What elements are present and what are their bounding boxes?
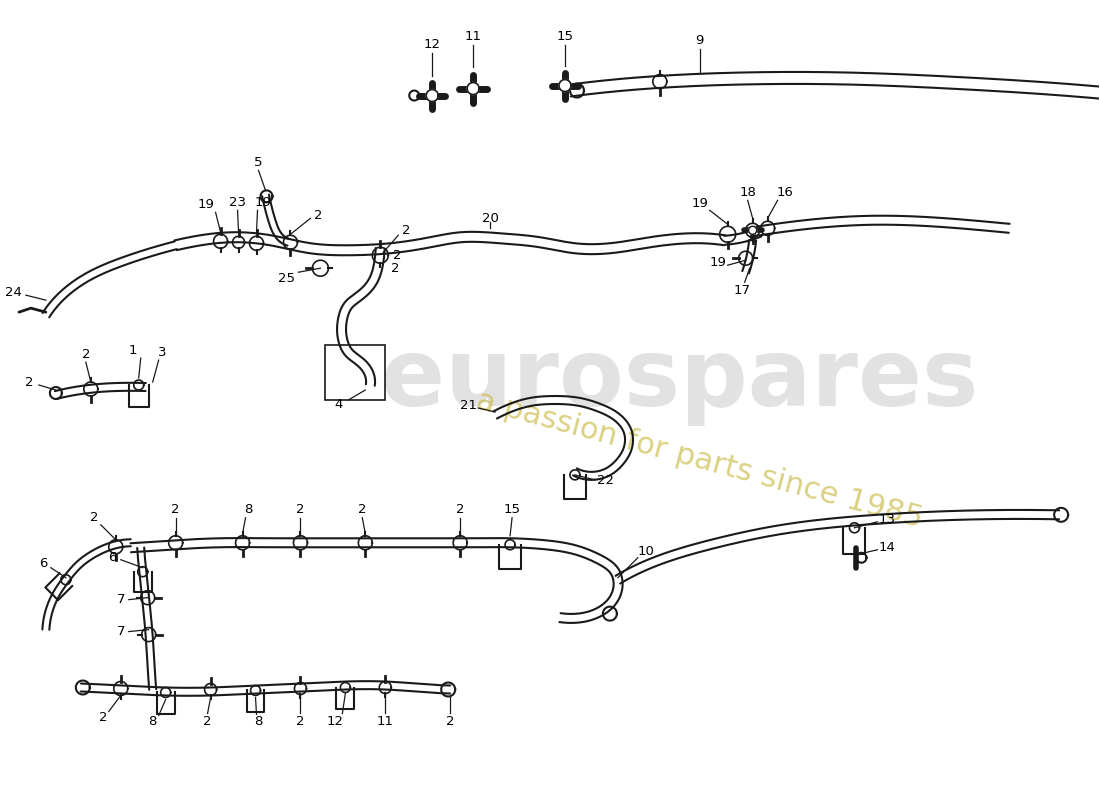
Text: 19: 19 [691, 197, 708, 210]
Text: 15: 15 [557, 30, 573, 43]
Text: 8: 8 [148, 715, 157, 728]
Text: 24: 24 [6, 286, 22, 298]
Text: 10: 10 [637, 546, 654, 558]
Text: 2: 2 [89, 511, 98, 524]
Polygon shape [749, 226, 757, 234]
Text: 12: 12 [424, 38, 441, 51]
Text: 13: 13 [879, 514, 895, 526]
Text: eurospares: eurospares [381, 334, 979, 426]
Text: 19: 19 [710, 256, 726, 269]
Text: 8: 8 [244, 503, 253, 516]
Text: 12: 12 [327, 715, 344, 728]
Text: 2: 2 [359, 503, 366, 516]
Polygon shape [468, 82, 480, 94]
Text: 22: 22 [597, 474, 615, 487]
Text: 19: 19 [255, 196, 272, 209]
Text: a passion for parts since 1985: a passion for parts since 1985 [473, 386, 926, 534]
Text: 2: 2 [393, 249, 402, 262]
Text: 2: 2 [172, 503, 180, 516]
Text: 4: 4 [334, 398, 342, 411]
Text: 2: 2 [296, 715, 305, 728]
Text: 2: 2 [24, 375, 33, 389]
Text: 2: 2 [204, 715, 212, 728]
Text: 2: 2 [81, 347, 90, 361]
Text: 11: 11 [464, 30, 482, 43]
Text: 23: 23 [229, 196, 246, 209]
Text: 3: 3 [158, 346, 167, 358]
Text: 2: 2 [99, 711, 107, 724]
Text: 6: 6 [39, 558, 47, 570]
Text: 14: 14 [879, 542, 895, 554]
Text: 5: 5 [254, 156, 263, 169]
Text: 20: 20 [482, 212, 498, 225]
Text: 2: 2 [296, 503, 305, 516]
Text: 2: 2 [315, 209, 322, 222]
Bar [326, 345, 385, 400]
Text: 19: 19 [197, 198, 215, 211]
Text: 7: 7 [117, 593, 125, 606]
Text: 11: 11 [377, 715, 394, 728]
Text: 17: 17 [734, 284, 750, 297]
Text: 2: 2 [402, 224, 410, 237]
Text: 15: 15 [504, 503, 520, 516]
Text: 21: 21 [460, 399, 476, 413]
Text: 9: 9 [695, 34, 704, 47]
Text: 25: 25 [278, 272, 295, 285]
Polygon shape [426, 90, 438, 102]
Text: 1: 1 [129, 343, 138, 357]
Text: 16: 16 [777, 186, 793, 199]
Text: 7: 7 [117, 625, 125, 638]
Polygon shape [559, 79, 571, 91]
Text: 18: 18 [739, 186, 756, 199]
Text: 2: 2 [446, 715, 454, 728]
Text: 6: 6 [109, 551, 117, 564]
Text: 2: 2 [455, 503, 464, 516]
Text: 2: 2 [390, 262, 399, 274]
Text: 8: 8 [254, 715, 263, 728]
